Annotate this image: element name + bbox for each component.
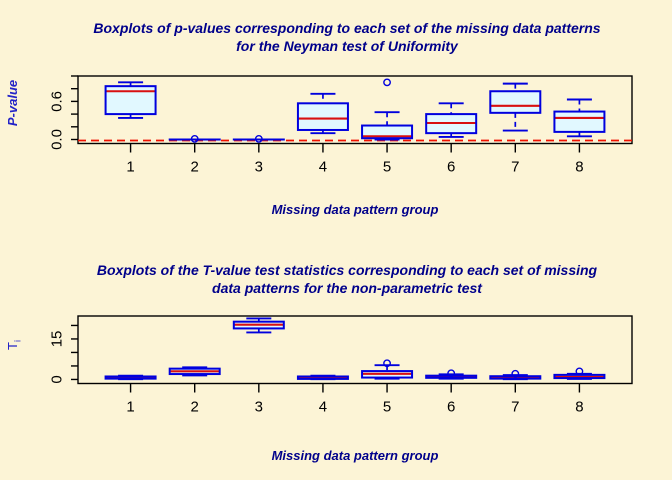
x-tick-label: 8 [575, 399, 583, 416]
outlier-point [447, 369, 456, 378]
x-tick-label: 4 [319, 159, 327, 176]
y-tick-label: 15 [49, 331, 66, 348]
box-outline [104, 375, 157, 380]
box-iqr-fill [554, 111, 605, 132]
box-outline [489, 375, 542, 380]
x-tick-label: 5 [383, 399, 391, 416]
y-tick-label: 0 [49, 375, 66, 383]
box-outline [553, 110, 606, 133]
outlier-point [254, 134, 263, 143]
box-outline [296, 102, 349, 131]
outlier-point [511, 369, 520, 378]
x-tick-label: 3 [255, 399, 263, 416]
box-outline [361, 124, 414, 140]
tvalue-panel: 0 15 1 2 3 4 5 6 7 8 Boxplots of the T-value test… [0, 240, 672, 480]
x-tick-label: 6 [447, 159, 455, 176]
box-iqr-fill [490, 91, 541, 113]
tvalue-boxplot-canvas: 0 15 1 2 3 4 5 6 7 8 [49, 315, 633, 416]
pvalue-title-line-1: Boxplots of p-values corresponding to ea… [93, 20, 601, 36]
x-tick-label: 2 [191, 399, 199, 416]
box-outline [489, 90, 542, 114]
pvalue-x-axis-label: Missing data pattern group [271, 202, 439, 217]
box-outline [425, 113, 478, 135]
x-tick-label: 7 [511, 159, 519, 176]
x-tick-label: 7 [511, 399, 519, 416]
y-tick-label: 0.0 [49, 129, 66, 150]
plot-frame [77, 75, 633, 145]
x-tick-label: 6 [447, 399, 455, 416]
x-tick-label: 2 [191, 159, 199, 176]
box-outline [104, 85, 157, 116]
box-iqr-fill [297, 103, 348, 130]
x-tick-label: 8 [575, 159, 583, 176]
pvalue-title-line-2: for the Neyman test of Uniformity [236, 38, 458, 54]
x-tick-label: 1 [126, 159, 134, 176]
tvalue-x-axis-label: Missing data pattern group [271, 448, 439, 463]
pvalue-boxplot-canvas: 0.0 0.6 1 2 3 4 5 6 7 8 [49, 75, 633, 176]
box-outline [361, 370, 414, 379]
x-tick-label: 4 [319, 399, 327, 416]
box-outline [296, 375, 349, 380]
outlier-point [190, 134, 199, 143]
plot-frame [77, 315, 633, 385]
outlier-point [383, 359, 391, 368]
pvalue-panel: 0.0 0.6 1 2 3 4 5 6 7 8 Boxplots of p-values corr… [5, 20, 633, 217]
y-tick-label: 0.6 [49, 91, 66, 112]
tvalue-title-line-2: data patterns for the non-parametric tes… [212, 280, 482, 296]
x-tick-label: 5 [383, 159, 391, 176]
box-outline [425, 374, 478, 379]
tvalue-y-axis-label: Ti [5, 340, 23, 350]
box-iqr-fill [362, 125, 413, 139]
x-tick-label: 3 [255, 159, 263, 176]
box-outline [168, 367, 221, 376]
outlier-point [575, 367, 584, 376]
outlier-point [383, 78, 391, 87]
x-tick-label: 1 [126, 399, 134, 416]
box-outline [232, 320, 285, 330]
tvalue-title-line-1: Boxplots of the T-value test statistics … [96, 262, 598, 278]
pvalue-y-axis-label: P-value [5, 79, 20, 127]
